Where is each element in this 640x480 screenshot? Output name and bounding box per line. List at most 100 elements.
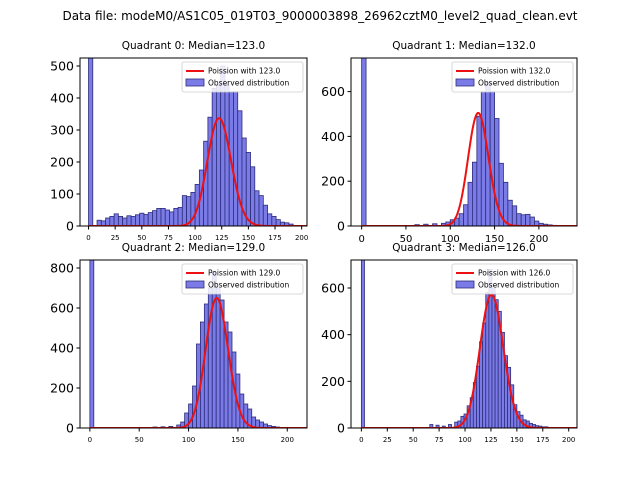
histogram-bar <box>360 260 365 428</box>
x-tick-label: 75 <box>164 234 173 242</box>
legend-line-label: Poission with 126.0 <box>478 269 551 278</box>
x-tick-label: 25 <box>111 234 120 242</box>
y-tick-label: 200 <box>50 381 74 396</box>
y-tick-label: 200 <box>321 174 345 189</box>
x-tick-label: 75 <box>435 436 444 444</box>
x-tick-label: 100 <box>182 436 195 444</box>
legend-box <box>451 61 574 93</box>
y-tick-label: 300 <box>50 123 74 138</box>
histogram-bar <box>130 215 136 226</box>
quadrant-2-legend: Poission with 129.0 Observed distribution <box>181 263 304 295</box>
histogram-bar <box>152 210 158 226</box>
legend-bar-label: Observed distribution <box>478 281 559 290</box>
histogram-bar <box>254 190 260 226</box>
y-tick-label: 500 <box>50 59 74 74</box>
x-tick-label: 125 <box>215 234 228 242</box>
legend-bar-label: Observed distribution <box>208 281 289 290</box>
y-tick-label: 200 <box>321 374 345 389</box>
y-tick-label: 600 <box>321 84 345 99</box>
y-tick-label: 200 <box>50 155 74 170</box>
histogram-bar <box>489 91 495 226</box>
x-tick-label: 175 <box>536 436 549 444</box>
x-tick-label: 150 <box>231 436 244 444</box>
histogram-bar <box>160 207 166 226</box>
y-tick-label: 400 <box>321 327 345 342</box>
x-tick-label: 0 <box>359 436 363 444</box>
y-tick-label: 400 <box>321 129 345 144</box>
x-tick-label: 100 <box>458 436 471 444</box>
y-tick-label: 0 <box>337 219 345 234</box>
x-tick-label: 50 <box>409 436 418 444</box>
legend-box <box>451 263 574 295</box>
histogram-bar <box>480 91 487 226</box>
histogram-bar <box>164 209 170 226</box>
x-tick-label: 150 <box>242 234 255 242</box>
quadrant-3-title: Quadrant 3: Median=126.0 <box>392 242 535 254</box>
y-tick-label: 600 <box>321 281 345 296</box>
legend-line-label: Poission with 123.0 <box>208 67 281 76</box>
histogram-bar <box>520 214 526 226</box>
x-tick-label: 150 <box>510 436 523 444</box>
y-tick-label: 400 <box>50 91 74 106</box>
legend-bar-swatch <box>185 78 205 87</box>
histogram-bar <box>250 166 256 226</box>
quadrant-0-title: Quadrant 0: Median=123.0 <box>122 40 265 52</box>
histogram-bar <box>467 181 473 226</box>
y-tick-label: 600 <box>50 301 74 316</box>
legend-box <box>181 61 304 93</box>
histogram-bar <box>203 303 209 428</box>
histogram-bar <box>507 199 513 226</box>
histogram-bar <box>233 91 239 226</box>
x-tick-label: 100 <box>441 234 460 245</box>
histogram-bar <box>169 211 175 226</box>
legend-bar-swatch <box>455 78 475 87</box>
histogram-bar <box>516 213 522 226</box>
y-tick-label: 0 <box>66 421 74 436</box>
histogram-bar <box>216 84 222 226</box>
x-tick-label: 50 <box>400 234 413 245</box>
x-tick-label: 50 <box>137 234 146 242</box>
histogram-bar <box>435 424 440 428</box>
histogram-bar <box>173 207 179 226</box>
quadrant-1-title: Quadrant 1: Median=132.0 <box>392 40 535 52</box>
histogram-bar <box>177 207 183 226</box>
histogram-bar <box>143 214 149 226</box>
x-tick-label: 0 <box>358 234 364 245</box>
quadrant-1-poisson-line <box>361 112 577 226</box>
histogram-bar <box>258 195 264 226</box>
legend-bar-label: Observed distribution <box>208 79 289 88</box>
quadrant-3-panel: Quadrant 3: Median=126.0 0 200 400 600 0 25 50 7… <box>321 242 578 444</box>
quadrant-2-panel: Quadrant 2: Median=129.0 0 200 400 600 800 0 50… <box>50 242 308 444</box>
y-tick-label: 0 <box>66 219 74 234</box>
y-tick-label: 400 <box>50 341 74 356</box>
x-tick-label: 200 <box>281 436 294 444</box>
histogram-bar <box>463 204 469 226</box>
quadrant-3-axes-frame <box>350 259 578 429</box>
quadrant-1-axes-frame <box>350 57 578 227</box>
histogram-bar <box>472 161 478 226</box>
histogram-bar <box>485 292 490 428</box>
histogram-bar <box>215 287 221 428</box>
histogram-bar <box>117 215 124 226</box>
histogram-bar <box>448 424 452 428</box>
histogram-bar <box>458 213 464 226</box>
quadrant-3-poisson-line <box>361 293 577 428</box>
histogram-bar <box>147 212 153 226</box>
histogram-bar <box>271 215 277 226</box>
quadrant-0-axes-frame <box>79 57 308 227</box>
histogram-bar <box>267 213 273 226</box>
quadrant-1-legend: Poission with 132.0 Observed distribution <box>451 61 574 93</box>
y-tick-label: 100 <box>50 187 74 202</box>
x-tick-label: 150 <box>485 234 504 245</box>
legend-line-label: Poission with 129.0 <box>208 269 281 278</box>
histogram-bar <box>361 58 367 226</box>
histogram-bar <box>529 216 535 226</box>
histogram-bar <box>105 217 111 226</box>
legend-bar-swatch <box>185 280 205 289</box>
legend-bar-swatch <box>455 280 475 289</box>
histogram-bar <box>511 205 518 226</box>
quadrant-2-title: Quadrant 2: Median=129.0 <box>122 242 265 254</box>
histogram-bar <box>122 217 128 226</box>
histogram-bar <box>207 116 213 226</box>
